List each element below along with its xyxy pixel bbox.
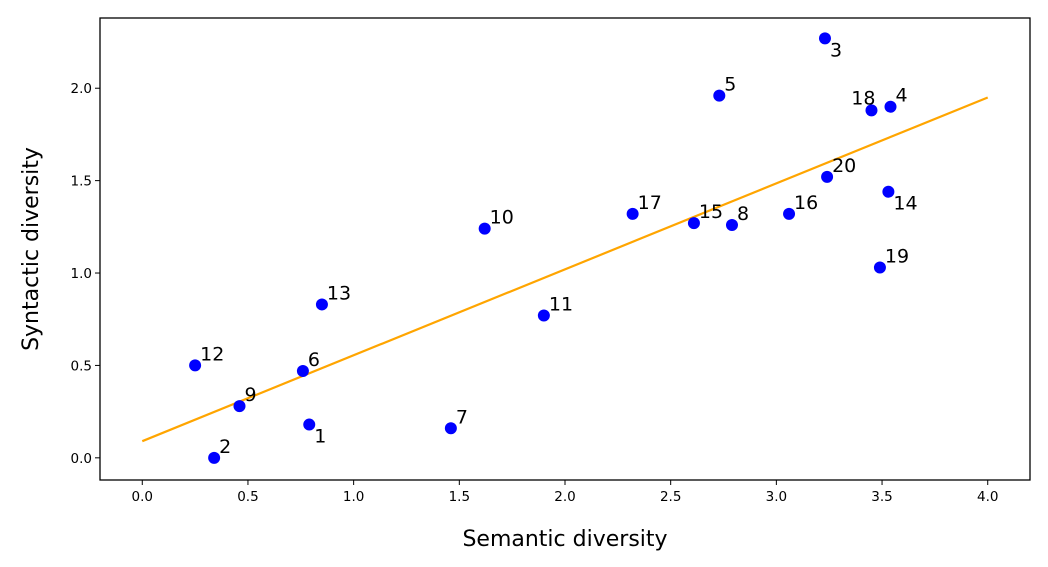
x-axis-label: Semantic diversity — [462, 527, 667, 552]
data-point-18 — [865, 104, 878, 117]
y-tick-label: 0.0 — [71, 451, 92, 467]
point-label-6: 6 — [308, 349, 320, 371]
data-point-2 — [208, 451, 221, 464]
y-tick-label: 2.0 — [71, 81, 92, 97]
data-point-5 — [713, 89, 726, 102]
x-axis-ticks: 0.0 0.5 1.0 1.5 2.0 2.5 3.0 3.5 4.0 — [132, 480, 998, 505]
data-point-3 — [818, 32, 831, 45]
x-tick-label: 1.0 — [343, 489, 364, 505]
point-label-12: 12 — [200, 343, 224, 365]
x-tick-label: 2.0 — [554, 489, 575, 505]
point-label-11: 11 — [549, 294, 573, 316]
x-tick-label: 0.0 — [132, 489, 153, 505]
point-label-13: 13 — [327, 282, 351, 304]
point-label-2: 2 — [219, 436, 231, 458]
point-label-4: 4 — [896, 85, 908, 107]
point-label-14: 14 — [893, 193, 917, 215]
points-layer — [189, 32, 897, 464]
point-label-7: 7 — [456, 406, 468, 428]
point-label-19: 19 — [885, 245, 909, 267]
data-point-4 — [884, 100, 897, 113]
x-tick-label: 0.5 — [237, 489, 258, 505]
data-point-1 — [303, 418, 316, 431]
point-label-9: 9 — [245, 384, 257, 406]
data-point-8 — [725, 218, 738, 231]
point-label-17: 17 — [638, 192, 662, 214]
fit-line — [141, 96, 989, 443]
y-tick-label: 1.5 — [71, 174, 92, 190]
x-tick-label: 3.5 — [871, 489, 892, 505]
data-point-6 — [296, 364, 309, 377]
point-label-15: 15 — [699, 201, 723, 223]
y-tick-label: 1.0 — [71, 266, 92, 282]
point-label-20: 20 — [832, 155, 856, 177]
y-axis-ticks: 0.0 0.5 1.0 1.5 2.0 — [71, 81, 100, 467]
data-point-9 — [233, 400, 246, 413]
point-label-16: 16 — [794, 192, 818, 214]
data-point-19 — [873, 261, 886, 274]
fit-line-layer — [141, 96, 989, 443]
y-axis-label: Syntactic diversity — [19, 147, 44, 351]
data-point-10 — [478, 222, 491, 235]
data-point-13 — [315, 298, 328, 311]
x-tick-label: 4.0 — [977, 489, 998, 505]
data-point-7 — [444, 422, 457, 435]
data-point-17 — [626, 207, 639, 220]
data-point-12 — [189, 359, 202, 372]
point-label-8: 8 — [737, 203, 749, 225]
point-label-18: 18 — [851, 87, 875, 109]
point-label-5: 5 — [724, 74, 736, 96]
data-point-15 — [687, 217, 700, 230]
x-tick-label: 3.0 — [766, 489, 787, 505]
data-point-14 — [882, 185, 895, 198]
y-tick-label: 0.5 — [71, 358, 92, 374]
point-label-1: 1 — [314, 426, 326, 448]
data-point-20 — [821, 170, 834, 183]
x-tick-label: 2.5 — [660, 489, 681, 505]
data-point-16 — [783, 207, 796, 220]
data-point-11 — [537, 309, 550, 322]
point-label-3: 3 — [830, 39, 842, 61]
x-tick-label: 1.5 — [449, 489, 470, 505]
point-label-10: 10 — [490, 207, 514, 229]
